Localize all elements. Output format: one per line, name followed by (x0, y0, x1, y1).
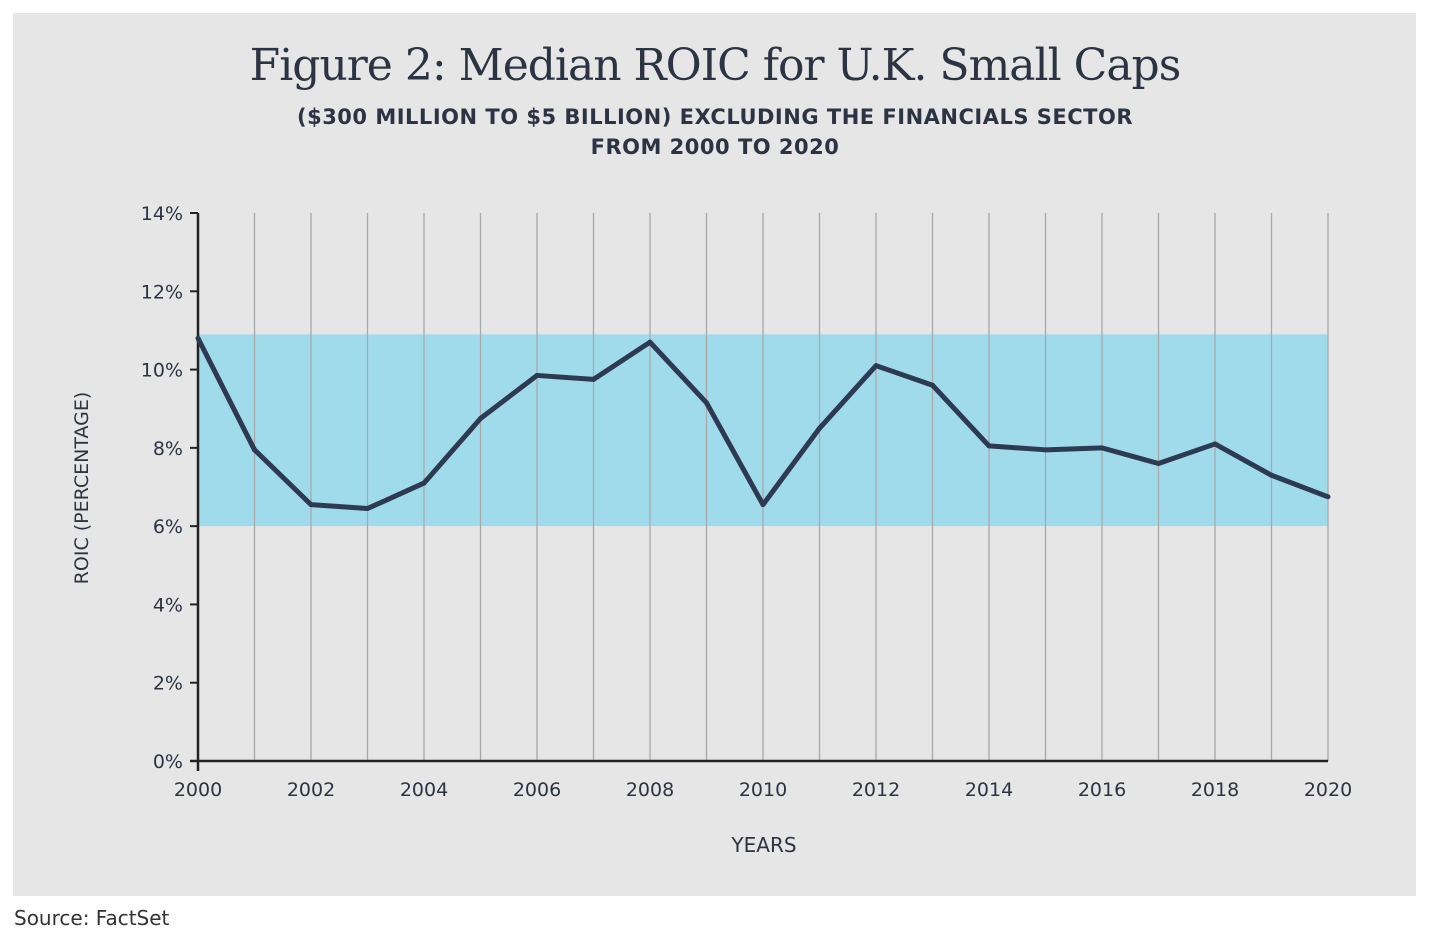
x-tick-label: 2000 (174, 779, 222, 801)
data-point (760, 502, 766, 508)
chart-subtitle-line2: FROM 2000 TO 2020 (590, 135, 840, 159)
data-point (1099, 445, 1105, 451)
chart-title: Figure 2: Median ROIC for U.K. Small Cap… (249, 40, 1182, 91)
data-point (1325, 494, 1331, 500)
data-point (1212, 441, 1218, 447)
y-tick-label: 14% (141, 203, 183, 225)
data-point (1043, 447, 1048, 453)
x-tick-label: 2020 (1304, 779, 1352, 801)
y-tick-label: 8% (153, 438, 183, 460)
data-point (591, 376, 596, 382)
x-tick-label: 2018 (1191, 779, 1239, 801)
data-point (986, 443, 992, 449)
data-point (534, 372, 540, 378)
y-axis-label: ROIC (PERCENTAGE) (71, 392, 93, 585)
x-axis-label: YEARS (730, 833, 796, 857)
y-tick-label: 6% (153, 516, 183, 538)
data-point (195, 335, 201, 341)
x-tick-label: 2004 (400, 779, 448, 801)
data-point (704, 400, 709, 406)
data-point (252, 447, 257, 453)
y-tick-label: 0% (153, 751, 183, 773)
source-note: Source: FactSet (14, 906, 170, 930)
x-tick-label: 2012 (852, 779, 900, 801)
data-point (478, 416, 483, 421)
data-point (817, 425, 822, 431)
chart-subtitle-line1: ($300 MILLION TO $5 BILLION) EXCLUDING T… (296, 105, 1134, 129)
x-tick-label: 2002 (287, 779, 335, 801)
data-point (365, 506, 370, 512)
y-tick-label: 2% (153, 673, 183, 695)
x-tick-label: 2014 (965, 779, 1013, 801)
data-point (873, 363, 879, 369)
x-tick-label: 2008 (626, 779, 674, 801)
data-point (1269, 472, 1274, 478)
y-tick-label: 10% (141, 360, 183, 382)
x-tick-label: 2010 (739, 779, 787, 801)
data-point (421, 480, 427, 486)
data-point (1156, 461, 1161, 467)
data-point (930, 382, 935, 388)
y-tick-label: 4% (153, 594, 183, 616)
y-tick-label: 12% (141, 281, 183, 303)
data-point (647, 339, 653, 345)
x-tick-label: 2016 (1078, 779, 1126, 801)
x-tick-label: 2006 (513, 779, 561, 801)
data-point (308, 502, 314, 508)
